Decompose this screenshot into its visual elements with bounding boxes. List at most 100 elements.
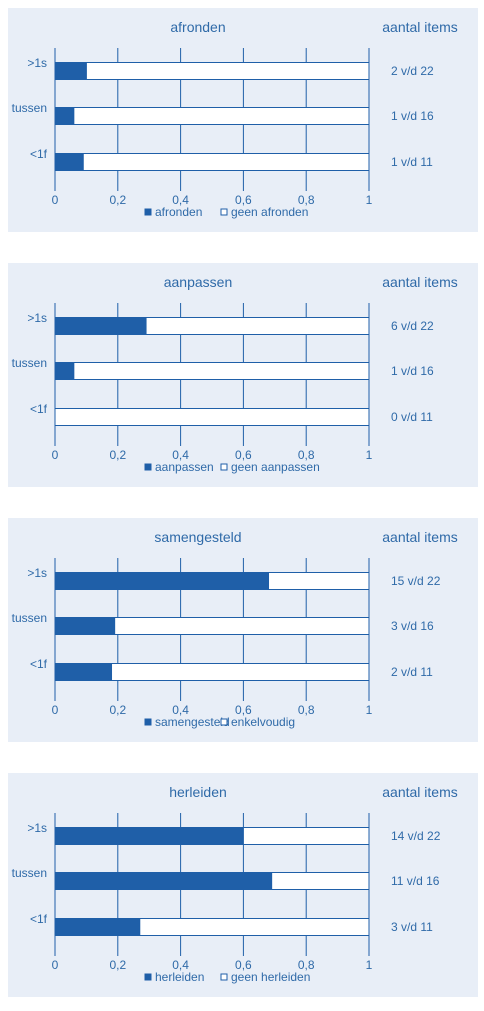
category-label: >1s (27, 311, 47, 325)
category-label: tussen (12, 611, 47, 625)
category-label: <1f (30, 657, 48, 671)
count-header: aantal items (382, 784, 457, 800)
legend-label: herleiden (155, 970, 204, 984)
x-tick-label: 0,4 (172, 448, 189, 462)
chart-title: aanpassen (164, 274, 233, 290)
x-tick-label: 0 (52, 703, 59, 717)
bar-segment-main (54, 872, 273, 890)
legend-label: afronden (155, 205, 202, 219)
bar-segment-rest (139, 918, 370, 936)
legend-swatch-rest (220, 718, 228, 726)
count-value: 3 v/d 16 (391, 619, 434, 633)
x-tick-label: 0,8 (298, 448, 315, 462)
x-tick-label: 0 (52, 958, 59, 972)
bar-segment-main (54, 107, 75, 125)
legend-label: geen afronden (231, 205, 308, 219)
legend-swatch-main (144, 718, 152, 726)
bar-segment-rest (82, 153, 370, 171)
x-tick-label: 0,2 (109, 958, 126, 972)
bar-segment-rest (268, 572, 370, 590)
bar-segment-rest (271, 872, 370, 890)
bar-segment-main (54, 362, 75, 380)
category-label: <1f (30, 147, 48, 161)
bar-segment-rest (85, 62, 370, 80)
count-header: aantal items (382, 19, 457, 35)
x-tick-label: 0 (52, 448, 59, 462)
chart-svg-aanpassen: aanpassen aantal items 0 0,2 0,4 0,6 0,8 1 >1s 6 … (12, 274, 458, 474)
chart-panel-herleiden: herleiden aantal items 0 0,2 0,4 0,6 0,8 1 >1s 14… (8, 773, 478, 997)
x-tick-label: 1 (366, 703, 373, 717)
legend-swatch-rest (220, 973, 228, 981)
legend-swatch-main (144, 973, 152, 981)
count-value: 2 v/d 22 (391, 64, 434, 78)
x-tick-label: 0,4 (172, 703, 189, 717)
chart-panel-aanpassen: aanpassen aantal items 0 0,2 0,4 0,6 0,8 1 >1s 6 … (8, 263, 478, 487)
count-value: 1 v/d 16 (391, 364, 434, 378)
legend-label: aanpassen (155, 460, 214, 474)
x-tick-label: 0,8 (298, 703, 315, 717)
x-tick-label: 0,6 (235, 448, 252, 462)
x-tick-label: 0,6 (235, 193, 252, 207)
chart-panel-samengesteld: samengesteld aantal items 0 0,2 0,4 0,6 0,8 1 >1… (8, 518, 478, 742)
x-tick-label: 1 (366, 448, 373, 462)
category-label: >1s (27, 821, 47, 835)
legend-label: geen herleiden (231, 970, 310, 984)
x-tick-label: 0,8 (298, 958, 315, 972)
category-label: >1s (27, 566, 47, 580)
x-tick-label: 0,6 (235, 958, 252, 972)
bar-segment-rest (54, 408, 370, 426)
count-value: 11 v/d 16 (391, 874, 440, 888)
bar-segment-main (54, 617, 116, 635)
x-tick-label: 0,8 (298, 193, 315, 207)
category-label: tussen (12, 866, 47, 880)
category-label: tussen (12, 356, 47, 370)
category-label: >1s (27, 56, 47, 70)
legend-swatch-main (144, 463, 152, 471)
count-value: 1 v/d 16 (391, 109, 434, 123)
category-label: <1f (30, 912, 48, 926)
bar-segment-main (54, 153, 84, 171)
count-header: aantal items (382, 274, 457, 290)
count-value: 3 v/d 11 (391, 920, 433, 934)
bar-segment-main (54, 62, 87, 80)
count-value: 6 v/d 22 (391, 319, 434, 333)
x-tick-label: 0,6 (235, 703, 252, 717)
bar-segment-rest (111, 663, 370, 681)
x-tick-label: 0,2 (109, 448, 126, 462)
bar-segment-main (54, 317, 147, 335)
chart-svg-afronden: afronden aantal items 0 0,2 0,4 0,6 0,8 1 >1s 2 v… (12, 19, 458, 219)
count-value: 1 v/d 11 (391, 155, 433, 169)
count-value: 14 v/d 22 (391, 829, 441, 843)
bar-segment-rest (242, 827, 370, 845)
legend-label: enkelvoudig (231, 715, 295, 729)
chart-svg-herleiden: herleiden aantal items 0 0,2 0,4 0,6 0,8 1 >1s 14… (12, 784, 458, 984)
x-tick-label: 0,2 (109, 193, 126, 207)
category-label: tussen (12, 101, 47, 115)
legend-swatch-rest (220, 463, 228, 471)
x-tick-label: 0,4 (172, 958, 189, 972)
chart-title: afronden (170, 19, 225, 35)
chart-title: samengesteld (154, 529, 241, 545)
bar-segment-rest (114, 617, 370, 635)
legend-swatch-main (144, 208, 152, 216)
chart-panel-afronden: afronden aantal items 0 0,2 0,4 0,6 0,8 1 >1s 2 v… (8, 8, 478, 232)
bar-segment-main (54, 918, 141, 936)
x-tick-label: 1 (366, 958, 373, 972)
bar-segment-rest (73, 107, 370, 125)
legend-label: samengesteld (155, 715, 230, 729)
count-value: 0 v/d 11 (391, 410, 433, 424)
legend-swatch-rest (220, 208, 228, 216)
chart-svg-samengesteld: samengesteld aantal items 0 0,2 0,4 0,6 0,8 1 >1… (12, 529, 458, 729)
count-value: 2 v/d 11 (391, 665, 433, 679)
category-label: <1f (30, 402, 48, 416)
x-tick-label: 0,4 (172, 193, 189, 207)
bar-segment-rest (145, 317, 370, 335)
bar-segment-main (54, 827, 244, 845)
legend-label: geen aanpassen (231, 460, 320, 474)
count-value: 15 v/d 22 (391, 574, 441, 588)
bar-segment-main (54, 572, 270, 590)
count-header: aantal items (382, 529, 457, 545)
chart-title: herleiden (169, 784, 227, 800)
x-tick-label: 0 (52, 193, 59, 207)
bar-segment-main (54, 663, 113, 681)
